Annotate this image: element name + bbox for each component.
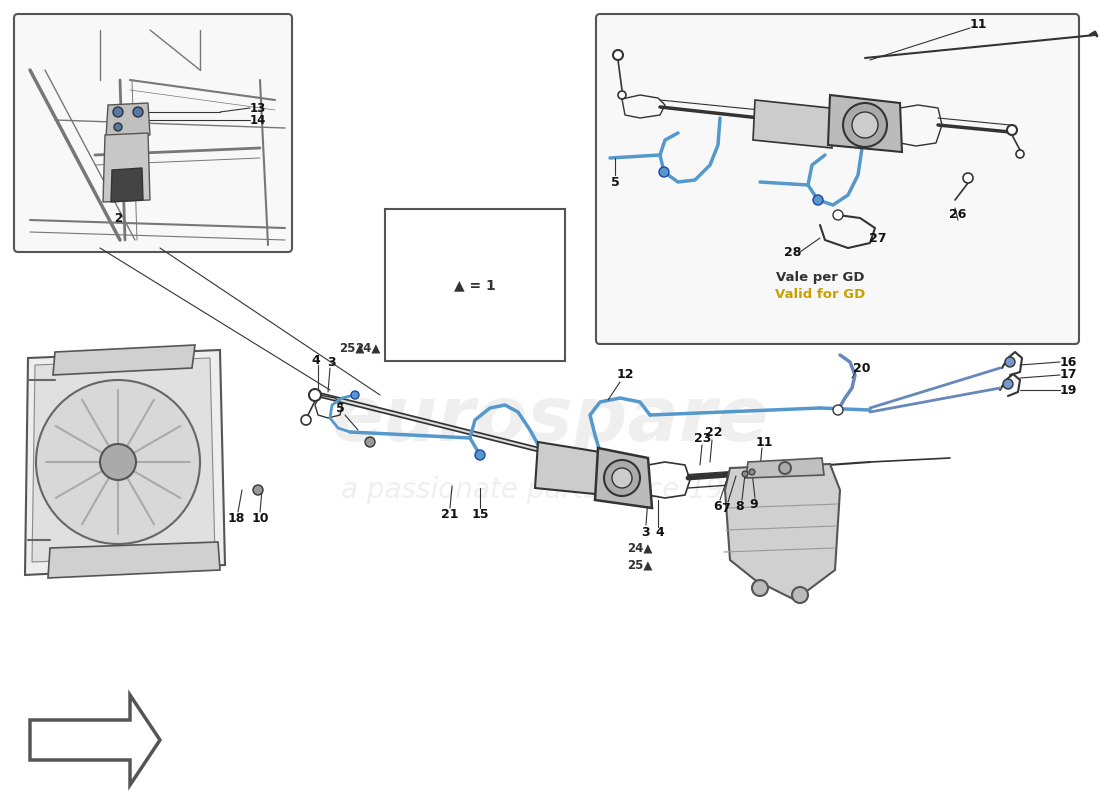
Text: Valid for GD: Valid for GD bbox=[774, 289, 865, 302]
Text: 24▲: 24▲ bbox=[355, 342, 381, 354]
Text: 15: 15 bbox=[471, 509, 488, 522]
Text: 9: 9 bbox=[750, 498, 758, 511]
Polygon shape bbox=[53, 345, 195, 375]
Circle shape bbox=[36, 380, 200, 544]
Text: 20: 20 bbox=[854, 362, 871, 374]
Text: 2: 2 bbox=[114, 211, 122, 225]
Circle shape bbox=[852, 112, 878, 138]
Text: 26: 26 bbox=[949, 209, 967, 222]
Text: 24▲: 24▲ bbox=[627, 542, 652, 554]
Text: 4: 4 bbox=[311, 354, 320, 366]
Text: 27: 27 bbox=[869, 231, 887, 245]
Text: 3: 3 bbox=[641, 526, 650, 538]
Circle shape bbox=[114, 123, 122, 131]
Polygon shape bbox=[595, 448, 652, 508]
Text: ▲ = 1: ▲ = 1 bbox=[454, 278, 496, 292]
Text: 16: 16 bbox=[1059, 355, 1077, 369]
Circle shape bbox=[113, 107, 123, 117]
Text: 11: 11 bbox=[969, 18, 987, 31]
Circle shape bbox=[843, 103, 887, 147]
Circle shape bbox=[962, 173, 974, 183]
Polygon shape bbox=[828, 95, 902, 152]
Text: 8: 8 bbox=[736, 501, 745, 514]
Polygon shape bbox=[535, 442, 605, 495]
Polygon shape bbox=[725, 464, 840, 600]
Text: 18: 18 bbox=[228, 511, 244, 525]
Circle shape bbox=[613, 50, 623, 60]
Circle shape bbox=[779, 462, 791, 474]
Polygon shape bbox=[111, 168, 143, 202]
Circle shape bbox=[133, 107, 143, 117]
Circle shape bbox=[833, 210, 843, 220]
Circle shape bbox=[351, 391, 359, 399]
Circle shape bbox=[1003, 379, 1013, 389]
Circle shape bbox=[612, 468, 632, 488]
Circle shape bbox=[100, 444, 136, 480]
Text: 14: 14 bbox=[250, 114, 266, 126]
Circle shape bbox=[618, 91, 626, 99]
Polygon shape bbox=[30, 695, 159, 785]
Text: 6: 6 bbox=[714, 501, 723, 514]
Text: 10: 10 bbox=[251, 511, 268, 525]
Circle shape bbox=[742, 471, 748, 477]
Text: 22: 22 bbox=[705, 426, 723, 439]
Circle shape bbox=[813, 195, 823, 205]
Polygon shape bbox=[754, 100, 832, 148]
Circle shape bbox=[1005, 357, 1015, 367]
Polygon shape bbox=[25, 350, 226, 575]
Circle shape bbox=[604, 460, 640, 496]
Text: 5: 5 bbox=[336, 402, 344, 414]
Text: a passionate parts since 1985: a passionate parts since 1985 bbox=[341, 476, 759, 504]
Polygon shape bbox=[103, 133, 150, 202]
Text: 4: 4 bbox=[656, 526, 664, 539]
Text: eurospare: eurospare bbox=[331, 383, 769, 457]
Circle shape bbox=[365, 437, 375, 447]
Circle shape bbox=[659, 167, 669, 177]
Polygon shape bbox=[32, 358, 215, 562]
FancyBboxPatch shape bbox=[596, 14, 1079, 344]
Text: 23: 23 bbox=[694, 431, 712, 445]
Text: 13: 13 bbox=[250, 102, 266, 114]
Polygon shape bbox=[106, 103, 150, 137]
Polygon shape bbox=[48, 542, 220, 578]
Text: 17: 17 bbox=[1059, 369, 1077, 382]
Circle shape bbox=[1016, 150, 1024, 158]
Circle shape bbox=[792, 587, 808, 603]
Text: 21: 21 bbox=[441, 509, 459, 522]
Text: Vale per GD: Vale per GD bbox=[776, 271, 865, 285]
Circle shape bbox=[475, 450, 485, 460]
FancyBboxPatch shape bbox=[14, 14, 292, 252]
Text: 5: 5 bbox=[610, 177, 619, 190]
Text: 19: 19 bbox=[1059, 383, 1077, 397]
Polygon shape bbox=[746, 458, 824, 478]
Circle shape bbox=[749, 469, 755, 475]
Circle shape bbox=[253, 485, 263, 495]
Text: 25▲: 25▲ bbox=[339, 342, 365, 354]
Circle shape bbox=[309, 389, 321, 401]
Text: 28: 28 bbox=[784, 246, 802, 258]
Circle shape bbox=[1006, 125, 1018, 135]
Circle shape bbox=[833, 405, 843, 415]
Text: 3: 3 bbox=[328, 355, 337, 369]
Circle shape bbox=[752, 580, 768, 596]
Text: 25▲: 25▲ bbox=[627, 558, 652, 571]
Text: 7: 7 bbox=[722, 502, 730, 514]
Circle shape bbox=[301, 415, 311, 425]
Text: 11: 11 bbox=[756, 435, 772, 449]
Text: 12: 12 bbox=[616, 369, 634, 382]
